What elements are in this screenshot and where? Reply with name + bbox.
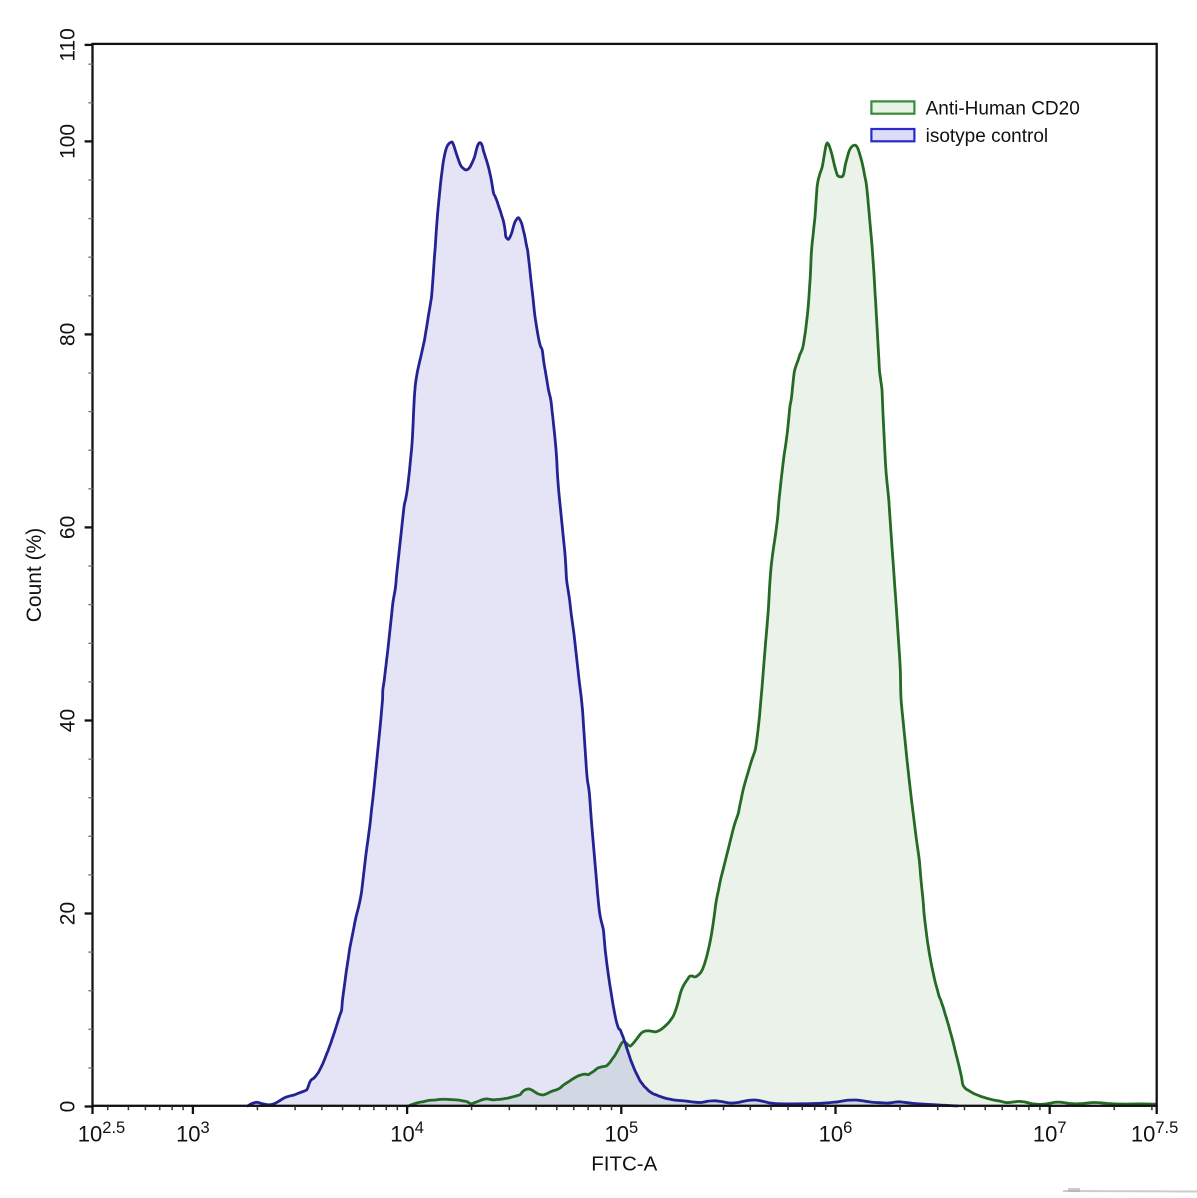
svg-text:103: 103 (176, 1119, 210, 1147)
svg-text:Count (%): Count (%) (23, 528, 46, 623)
svg-text:60: 60 (57, 516, 80, 539)
svg-text:Anti-Human CD20: Anti-Human CD20 (926, 98, 1080, 119)
svg-text:0: 0 (57, 1101, 80, 1113)
svg-text:110: 110 (57, 28, 80, 61)
svg-text:80: 80 (57, 323, 80, 346)
svg-text:100: 100 (57, 124, 80, 159)
svg-text:20: 20 (57, 902, 80, 925)
svg-text:FITC-A: FITC-A (591, 1152, 657, 1175)
svg-text:isotype control: isotype control (926, 126, 1049, 147)
svg-text:40: 40 (57, 709, 80, 732)
